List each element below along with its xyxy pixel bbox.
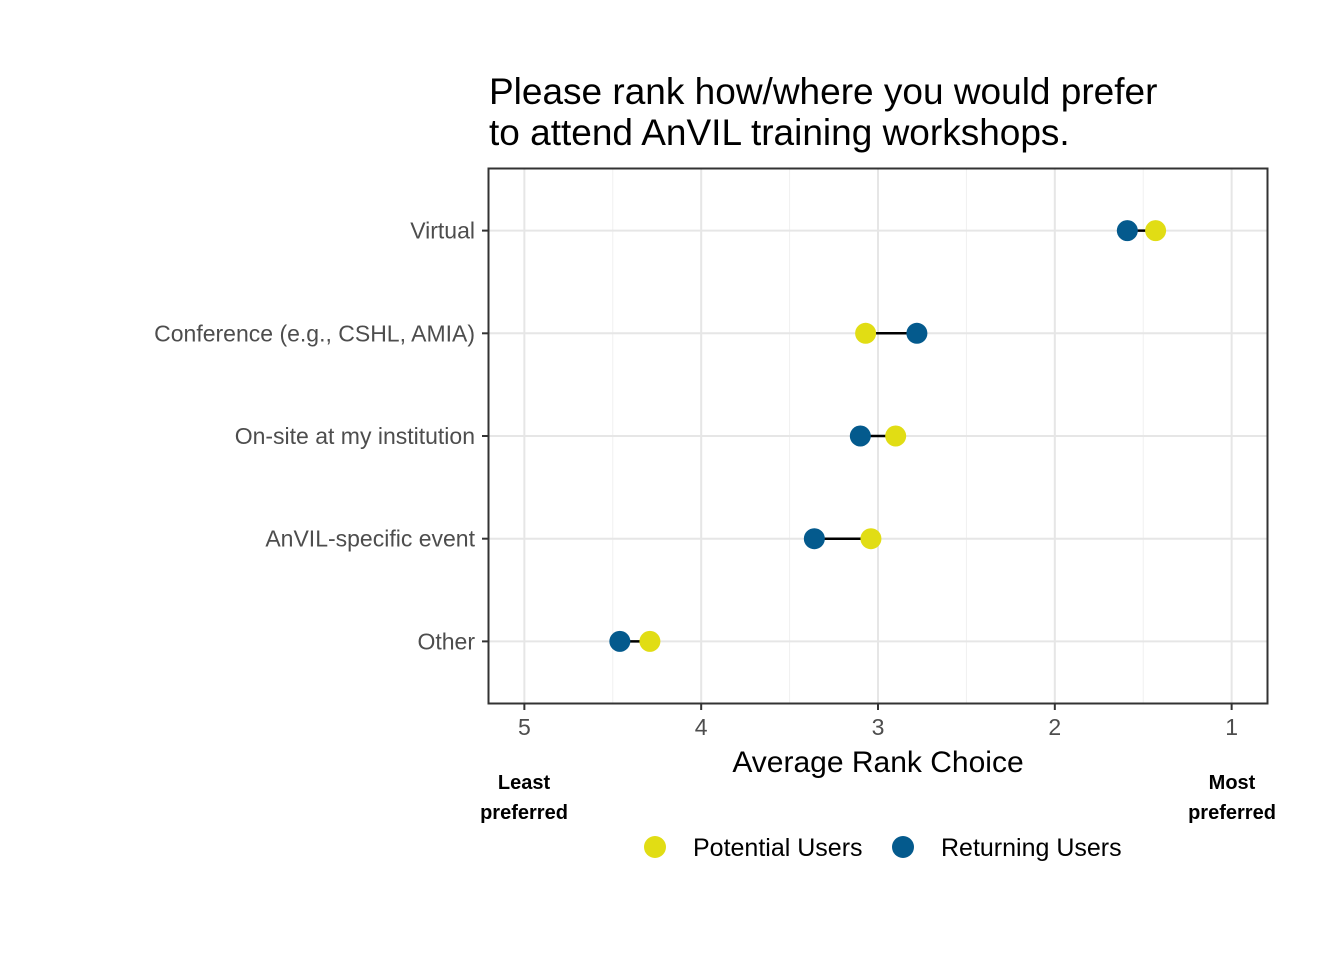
point-returning-users-on-site-at-my-institution [849,425,871,447]
point-potential-users-conference-e-g-cshl-amia [855,322,877,344]
point-potential-users-anvil-specific-event [860,528,882,550]
least-preferred-line-1: Least [498,772,551,794]
x-tick-label-4: 4 [695,714,708,740]
point-returning-users-other [609,630,631,652]
chart-title: Please rank how/where you would prefer t… [489,71,1157,153]
x-axis: 5 4 3 2 1 [518,703,1238,740]
y-tick-label-on-site-at-my-institution: On-site at my institution [235,423,475,449]
y-tick-label-other: Other [417,628,475,654]
y-tick-label-conference-e-g-cshl-amia: Conference (e.g., CSHL, AMIA) [154,320,475,346]
least-preferred-annotation: Least preferred [480,772,568,824]
data-points [609,220,1167,652]
most-preferred-line-1: Most [1209,772,1256,794]
legend: Potential Users Returning Users [644,834,1122,862]
point-potential-users-virtual [1145,220,1167,242]
point-returning-users-anvil-specific-event [803,528,825,550]
legend-key-potential-users [644,836,666,858]
point-returning-users-virtual [1116,220,1138,242]
legend-key-returning-users [892,836,914,858]
x-tick-label-5: 5 [518,714,531,740]
point-potential-users-other [639,630,661,652]
y-tick-label-anvil-specific-event: AnVIL-specific event [265,526,475,552]
x-axis-label: Average Rank Choice [732,746,1023,779]
legend-label-potential-users: Potential Users [693,834,863,862]
y-tick-label-virtual: Virtual [410,218,475,244]
most-preferred-annotation: Most preferred [1188,772,1276,824]
x-tick-label-1: 1 [1225,714,1238,740]
least-preferred-line-2: preferred [480,802,568,824]
x-tick-label-2: 2 [1048,714,1061,740]
y-axis: Virtual Conference (e.g., CSHL, AMIA) On-s… [154,218,489,654]
legend-label-returning-users: Returning Users [941,834,1122,862]
x-tick-label-3: 3 [872,714,885,740]
point-potential-users-on-site-at-my-institution [885,425,907,447]
chart-title-line-2: to attend AnVIL training workshops. [489,112,1070,153]
chart-title-line-1: Please rank how/where you would prefer [489,71,1157,112]
most-preferred-line-2: preferred [1188,802,1276,824]
point-returning-users-conference-e-g-cshl-amia [906,322,928,344]
